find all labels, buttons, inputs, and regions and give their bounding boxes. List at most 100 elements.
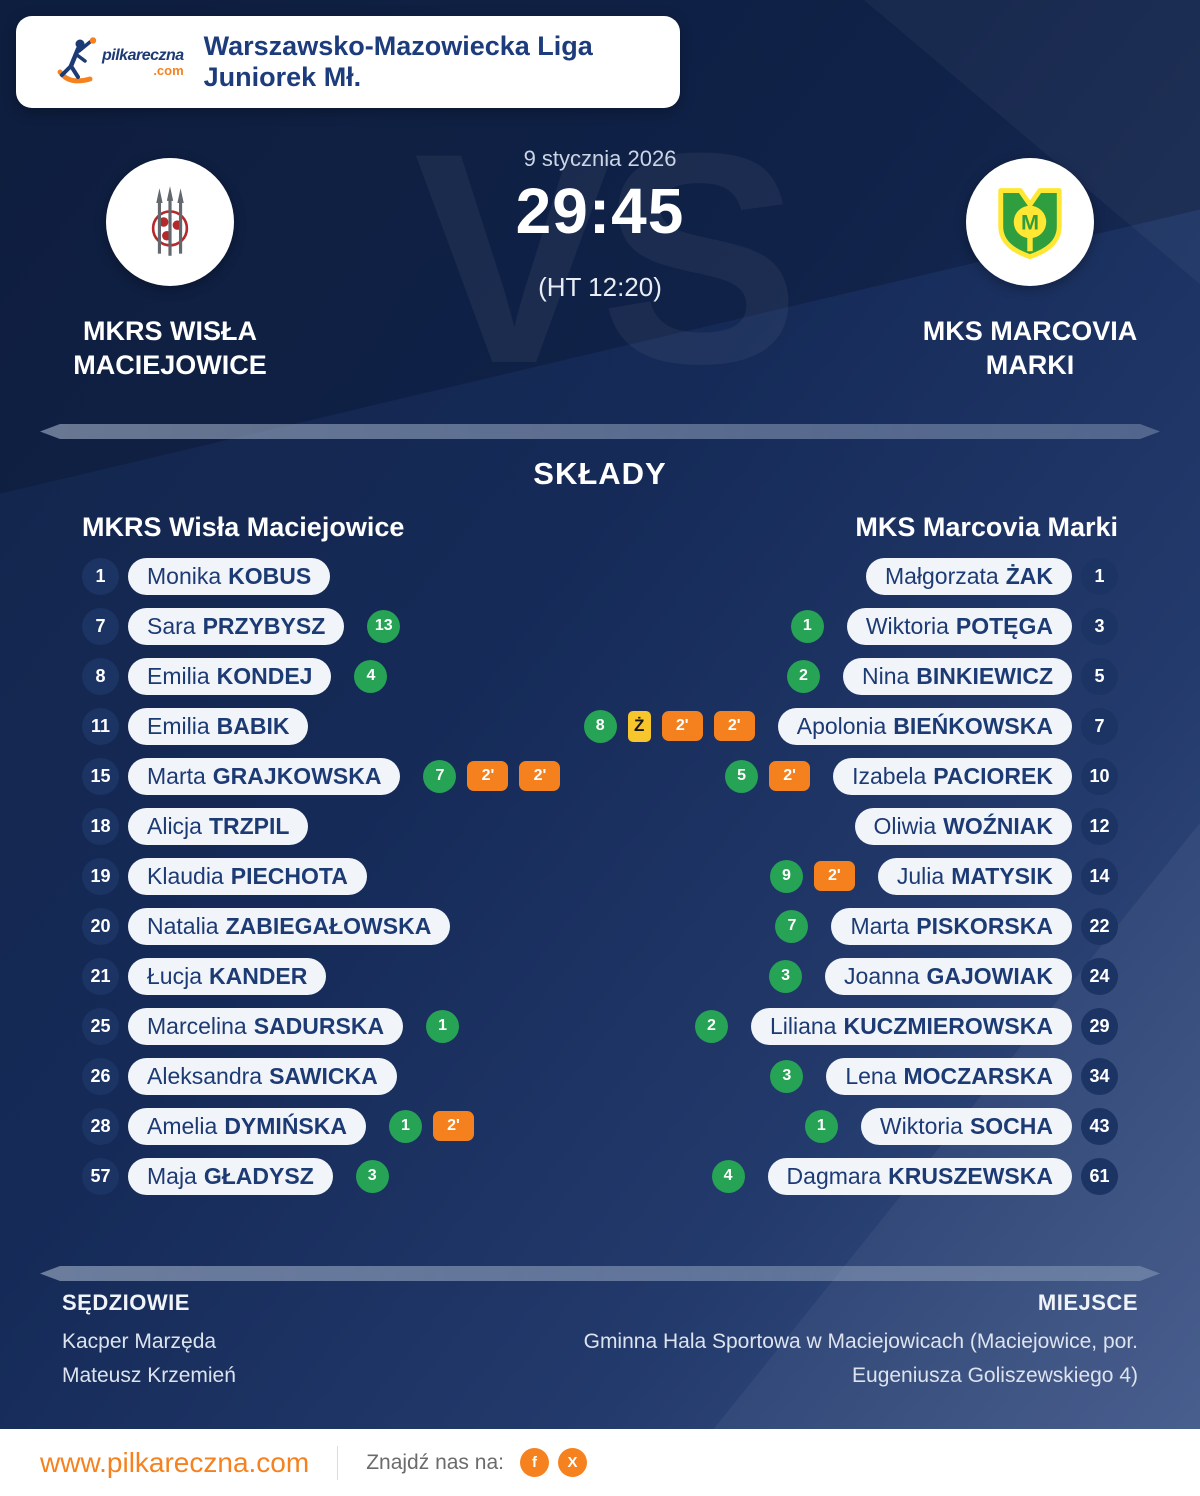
player-badges: 8 Ż 2' 2' [583,709,755,743]
player-name-pill: Wiktoria POTĘGA [846,607,1072,645]
player-first-name: Oliwia [873,812,937,839]
player-last-name: KUCZMIEROWSKA [843,1012,1053,1039]
player-badges: 1 [426,1009,460,1043]
player-last-name: MOCZARSKA [903,1062,1054,1089]
player-row: 7 Sara PRZYBYSZ 13 [82,601,560,651]
player-number: 29 [1081,1007,1118,1045]
goals-badge: 2 [786,659,820,693]
player-name-pill: Monika KOBUS [128,557,331,595]
home-team-name-line2: MACIEJOWICE [73,350,267,380]
player-name-pill: Lena MOCZARSKA [826,1057,1072,1095]
player-badges: 5 2' [725,759,811,793]
player-first-name: Amelia [147,1112,218,1139]
goals-badge: 8 [583,709,617,743]
player-last-name: PRZYBYSZ [202,612,326,639]
player-row: 2 Nina BINKIEWICZ 5 [584,651,1118,701]
player-number: 25 [82,1007,119,1045]
player-first-name: Nina [861,662,910,689]
yellow-card-badge: Ż [627,710,651,742]
player-name-pill: Klaudia PIECHOTA [128,857,367,895]
player-name-pill: Julia MATYSIK [877,857,1072,895]
player-number: 3 [1081,607,1118,645]
player-number: 61 [1081,1157,1118,1195]
home-team-name-line1: MKRS WISŁA [83,316,257,346]
player-last-name: PISKORSKA [916,912,1053,939]
player-number: 7 [82,607,119,645]
vs-watermark: VS [413,90,800,426]
player-first-name: Marcelina [147,1012,247,1039]
player-number: 11 [82,707,119,745]
player-first-name: Monika [147,562,222,589]
goals-badge: 1 [388,1109,422,1143]
referees-block: SĘDZIOWIE Kacper Marzęda Mateusz Krzemie… [62,1290,236,1393]
venue-block: MIEJSCE Gminna Hala Sportowa w Maciejowi… [578,1290,1138,1393]
player-name-pill: Łucja KANDER [128,957,327,995]
website-link[interactable]: www.pilkareczna.com [40,1446,310,1478]
player-last-name: TRZPIL [208,812,290,839]
goals-badge: 3 [770,1059,804,1093]
player-last-name: GAJOWIAK [926,962,1054,989]
player-badges: 13 [367,609,401,643]
player-last-name: BIEŃKOWSKA [893,712,1053,739]
player-name-pill: Małgorzata ŻAK [865,557,1072,595]
player-number: 21 [82,957,119,995]
player-name-pill: Marta PISKORSKA [831,907,1072,945]
away-team-name-line2: MARKI [985,350,1075,380]
home-team-logo [106,158,234,286]
player-number: 22 [1081,907,1118,945]
player-name-pill: Dagmara KRUSZEWSKA [767,1157,1072,1195]
player-last-name: SAWICKA [269,1062,378,1089]
player-row: 3 Lena MOCZARSKA 34 [584,1051,1118,1101]
player-number: 15 [82,757,119,795]
section-divider [40,424,1160,439]
player-badges: 1 2' [388,1109,474,1143]
suspension-badge: 2' [432,1111,474,1141]
player-first-name: Dagmara [786,1162,882,1189]
player-row: 1 Wiktoria SOCHA 43 [584,1101,1118,1151]
player-first-name: Sara [147,612,196,639]
player-first-name: Emilia [147,662,210,689]
player-name-pill: Alicja TRZPIL [128,807,309,845]
suspension-badge: 2' [467,761,509,791]
away-lineup-heading: MKS Marcovia Marki [855,512,1118,542]
player-badges: 4 [711,1159,745,1193]
x-twitter-icon[interactable]: X [557,1448,587,1477]
player-name-pill: Amelia DYMIŃSKA [128,1107,366,1145]
player-row: 1 Monika KOBUS [82,551,560,601]
league-title: Warszawsko-Mazowiecka Liga Juniorek Mł. [203,31,593,92]
marcovia-marki-crest-icon: M [998,188,1062,260]
player-row: 28 Amelia DYMIŃSKA 1 2' [82,1101,560,1151]
player-row: 11 Emilia BABIK [82,701,560,751]
player-number: 19 [82,857,119,895]
player-number: 12 [1081,807,1118,845]
player-number: 1 [82,557,119,595]
player-row: Małgorzata ŻAK 1 [584,551,1118,601]
footer-bar: www.pilkareczna.com Znajdź nas na: f X [0,1429,1200,1496]
player-last-name: SOCHA [969,1112,1053,1139]
player-number: 28 [82,1107,119,1145]
player-first-name: Aleksandra [147,1062,263,1089]
player-first-name: Apolonia [796,712,887,739]
player-badges: 4 [354,659,388,693]
player-last-name: DYMIŃSKA [224,1112,347,1139]
referee-name: Mateusz Krzemień [62,1364,236,1387]
player-number: 57 [82,1157,119,1195]
player-first-name: Łucja [147,962,202,989]
away-lineup-list: Małgorzata ŻAK 1 1 Wiktoria POTĘGA 3 2 Nina BINKI… [583,551,1118,1201]
player-badges: 7 2' 2' [423,759,561,793]
facebook-icon[interactable]: f [519,1448,549,1477]
player-name-pill: Natalia ZABIEGAŁOWSKA [128,907,451,945]
player-number: 43 [1081,1107,1118,1145]
player-name-pill: Izabela PACIOREK [833,757,1072,795]
player-name-pill: Liliana KUCZMIEROWSKA [750,1007,1072,1045]
player-last-name: ZABIEGAŁOWSKA [225,912,432,939]
player-badges: 3 [769,959,803,993]
player-last-name: POTĘGA [955,612,1053,639]
player-name-pill: Maja GŁADYSZ [128,1157,333,1195]
halftime-score: (HT 12:20) [538,272,662,302]
suspension-badge: 2' [713,711,755,741]
goals-badge: 13 [367,609,401,643]
player-row: 5 2' Izabela PACIOREK 10 [584,751,1118,801]
home-lineup-list: 1 Monika KOBUS 7 Sara PRZYBYSZ 13 8 Emilia KONDEJ… [82,551,561,1201]
player-last-name: BINKIEWICZ [916,662,1053,689]
